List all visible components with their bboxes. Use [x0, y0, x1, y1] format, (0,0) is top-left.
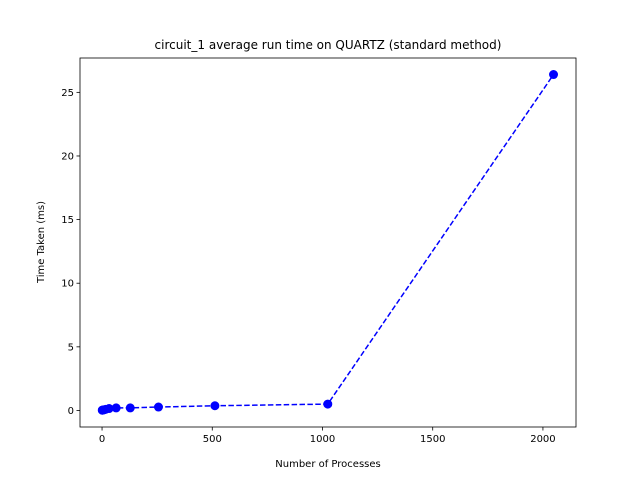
- y-tick-label: 20: [61, 151, 74, 162]
- data-point: [111, 403, 121, 413]
- x-axis-label: Number of Processes: [275, 459, 380, 470]
- x-tick-label: 1500: [420, 434, 445, 445]
- data-point: [210, 401, 220, 411]
- data-point: [323, 399, 333, 409]
- y-tick-label: 10: [61, 279, 74, 290]
- data-point: [153, 402, 163, 412]
- x-tick-label: 2000: [530, 434, 555, 445]
- x-tick-label: 0: [99, 434, 105, 445]
- plot-area: 0 500 1000 1500 2000 0 5 10 15 20 25: [61, 57, 577, 445]
- x-tick-label: 500: [203, 434, 222, 445]
- y-tick-label: 5: [68, 342, 74, 353]
- data-point: [549, 70, 559, 80]
- y-tick-label: 25: [61, 88, 74, 99]
- y-axis-label: Time Taken (ms): [36, 201, 47, 284]
- chart-title: circuit_1 average run time on QUARTZ (st…: [155, 38, 502, 52]
- x-tick-label: 1000: [310, 434, 335, 445]
- data-point: [125, 403, 135, 413]
- y-tick-label: 15: [61, 215, 74, 226]
- axes-frame: [79, 57, 577, 428]
- y-tick-label: 0: [68, 406, 74, 417]
